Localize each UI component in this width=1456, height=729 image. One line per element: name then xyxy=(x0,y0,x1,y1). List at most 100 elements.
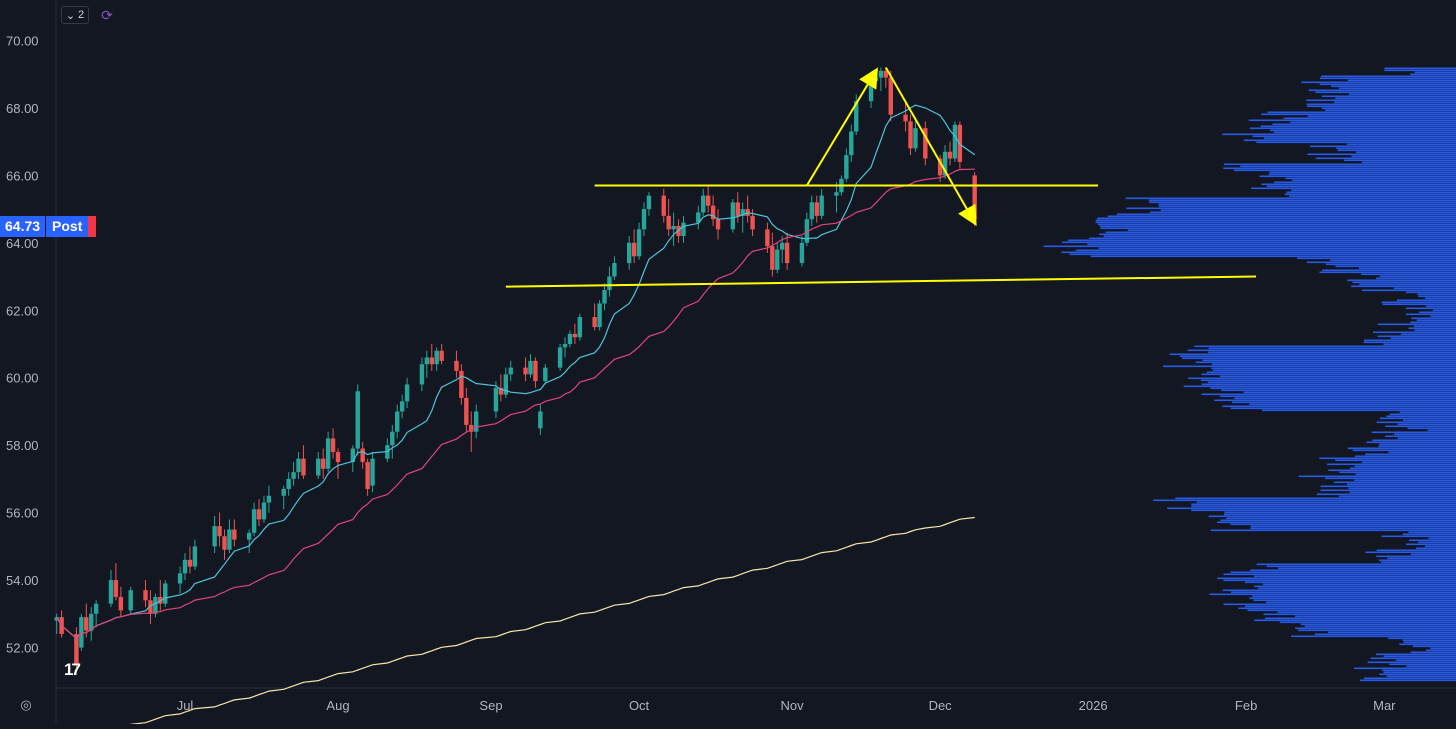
volume-profile-bar xyxy=(1426,650,1456,652)
candle-body xyxy=(351,449,355,462)
volume-profile-bar xyxy=(1091,256,1456,258)
candle-body xyxy=(153,597,157,614)
candle-body xyxy=(143,590,147,600)
volume-profile-bar xyxy=(1361,274,1456,276)
volume-profile-bar xyxy=(1316,158,1456,160)
candle-body xyxy=(193,546,197,566)
volume-profile-bar xyxy=(1307,104,1456,106)
volume-profile-bar xyxy=(1355,456,1456,458)
volume-profile-bar xyxy=(1224,514,1456,516)
candle-body xyxy=(879,71,883,78)
candle-body xyxy=(494,388,498,412)
y-tick-label: 68.00 xyxy=(6,101,39,116)
gear-icon[interactable]: ◎ xyxy=(18,697,34,713)
volume-profile-bar xyxy=(1100,226,1456,228)
volume-profile-bar xyxy=(1328,632,1456,634)
volume-profile-bar xyxy=(1128,230,1456,232)
volume-profile-bar xyxy=(1354,668,1456,670)
volume-profile-bar xyxy=(1368,662,1456,664)
volume-profile-bar xyxy=(1378,324,1456,326)
candle-body xyxy=(257,509,261,519)
volume-profile-bar xyxy=(1191,506,1456,508)
last-price-tag: 64.73 Post xyxy=(0,216,96,237)
volume-profile-bar xyxy=(1295,628,1456,630)
volume-profile-bar xyxy=(1223,580,1456,582)
volume-profile-bar xyxy=(1188,378,1456,380)
volume-profile-bar xyxy=(1191,510,1456,512)
volume-profile-bar xyxy=(1351,286,1456,288)
volume-profile-bar xyxy=(1287,192,1456,194)
candle-body xyxy=(360,449,364,462)
volume-profile-bar xyxy=(1225,512,1456,514)
candle-body xyxy=(671,226,675,229)
volume-profile-bar xyxy=(1349,94,1456,96)
volume-profile-bar xyxy=(1089,238,1456,240)
volume-profile-bar xyxy=(1254,620,1456,622)
volume-profile-bar xyxy=(1363,342,1456,344)
volume-profile-bar xyxy=(1220,376,1456,378)
volume-profile-bar xyxy=(1211,530,1456,532)
volume-profile-bar xyxy=(1334,102,1456,104)
candle-body xyxy=(972,175,976,219)
candle-body xyxy=(642,209,646,229)
volume-profile-bar xyxy=(1298,630,1456,632)
candle-body xyxy=(252,509,256,533)
volume-profile-bar xyxy=(1127,208,1456,210)
volume-profile-bar xyxy=(1213,370,1456,372)
volume-profile-bar xyxy=(1414,326,1456,328)
volume-profile-bar xyxy=(1328,470,1456,472)
candle-body xyxy=(647,196,651,209)
volume-profile-bar xyxy=(1355,466,1456,468)
volume-profile-bar xyxy=(1231,592,1456,594)
candle-body xyxy=(400,401,404,411)
refresh-cycle-icon[interactable]: ⟳ xyxy=(98,6,116,24)
volume-profile-bar xyxy=(1330,260,1456,262)
volume-profile-bar xyxy=(1379,444,1456,446)
last-price-value: 64.73 xyxy=(0,216,45,237)
volume-profile-bar xyxy=(1390,414,1456,416)
volume-profile-bar xyxy=(1428,430,1456,432)
volume-profile-bar xyxy=(1406,314,1456,316)
candle-body xyxy=(538,411,542,428)
volume-profile-bar xyxy=(1191,504,1456,506)
candle-body xyxy=(301,459,305,476)
volume-profile xyxy=(1044,68,1456,682)
y-tick-label: 58.00 xyxy=(6,438,39,453)
volume-profile-bar xyxy=(1257,564,1456,566)
volume-profile-bar xyxy=(1320,78,1456,80)
volume-profile-bar xyxy=(1320,84,1456,86)
volume-profile-bar xyxy=(1362,162,1456,164)
volume-profile-bar xyxy=(1360,680,1456,682)
volume-profile-bar xyxy=(1306,100,1456,102)
candle-body xyxy=(405,384,409,401)
volume-profile-bar xyxy=(1347,484,1456,486)
indicator-toggle-button[interactable]: ⌄ 2 xyxy=(61,6,89,24)
volume-profile-bar xyxy=(1408,532,1456,534)
candle-body xyxy=(163,583,167,603)
volume-profile-bar xyxy=(1400,412,1456,414)
volume-profile-bar xyxy=(1403,534,1456,536)
candle-body xyxy=(119,597,123,610)
volume-profile-bar xyxy=(1347,144,1456,146)
candle-body xyxy=(903,115,907,122)
candle-body xyxy=(114,580,118,597)
volume-profile-bar xyxy=(1278,612,1456,614)
volume-profile-bar xyxy=(1396,660,1456,662)
volume-profile-bar xyxy=(1362,290,1456,292)
volume-profile-bar xyxy=(1308,116,1456,118)
candle-body xyxy=(267,496,271,503)
volume-profile-bar xyxy=(1382,302,1456,304)
candle-body xyxy=(627,243,631,263)
volume-profile-bar xyxy=(1362,462,1456,464)
volume-profile-bar xyxy=(1406,308,1456,310)
volume-profile-bar xyxy=(1070,254,1456,256)
volume-profile-bar xyxy=(1274,182,1456,184)
volume-profile-bar xyxy=(1394,434,1456,436)
volume-profile-bar xyxy=(1274,132,1456,134)
volume-profile-bar xyxy=(1249,120,1456,122)
volume-profile-bar xyxy=(1270,172,1456,174)
volume-profile-bar xyxy=(1262,184,1456,186)
volume-profile-bar xyxy=(1291,636,1456,638)
